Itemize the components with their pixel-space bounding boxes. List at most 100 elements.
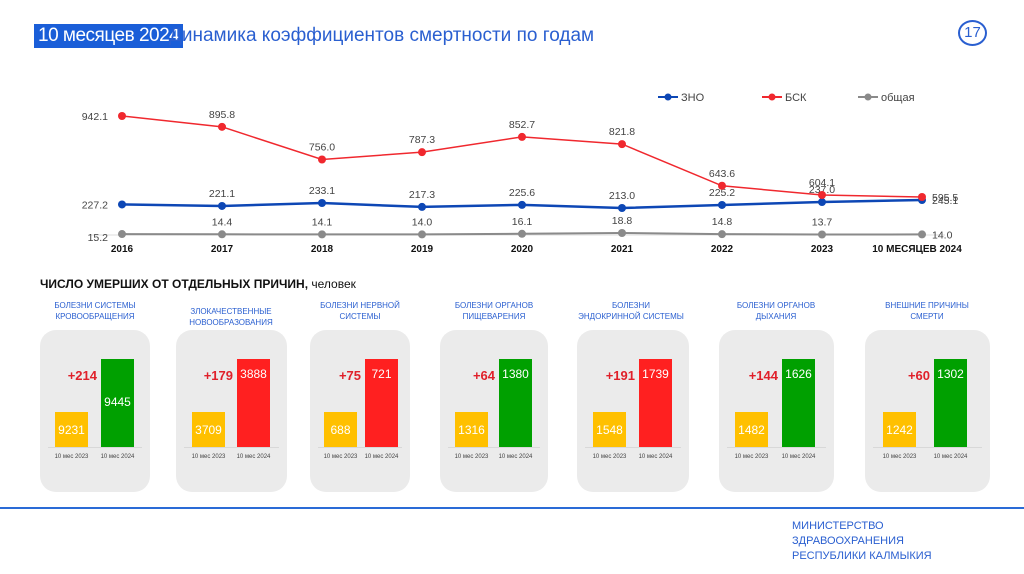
- data-label: 13.7: [812, 217, 833, 229]
- data-point: [218, 230, 226, 239]
- bar-xlabel: 10 мес 2023: [323, 454, 358, 460]
- delta-value: +64: [472, 368, 495, 383]
- ministry-line-1: МИНИСТЕРСТВО: [792, 520, 884, 532]
- bar-xlabel: 10 мес 2023: [454, 454, 489, 460]
- x-tick-label: 2021: [611, 244, 634, 255]
- category-label-line: НОВООБРАЗОВАНИЯ: [189, 318, 273, 327]
- data-label: 756.0: [309, 141, 335, 153]
- legend-label: ЗНО: [681, 92, 705, 104]
- data-label: 895.8: [209, 109, 235, 121]
- mortality-line-chart: ЗНО БСК общая 2016 2017 2018 2019 2020 2021 2022…: [82, 92, 962, 255]
- category-label: БОЛЕЗНИ СИСТЕМЫ КРОВООБРАЩЕНИЯ: [35, 300, 155, 322]
- ministry-line-3: РЕСПУБЛИКИ КАЛМЫКИЯ: [792, 550, 932, 562]
- bar-value: 9445: [104, 395, 131, 409]
- series-bsk: 942.1 895.8 756.0 787.3 852.7 821.8 643.6 604.1…: [82, 109, 959, 204]
- bar-xlabel: 10 мес 2024: [781, 454, 816, 460]
- category-label-line: КРОВООБРАЩЕНИЯ: [55, 312, 135, 321]
- bar-2023: 3709: [192, 412, 225, 447]
- legend-item: ЗНО: [658, 92, 705, 104]
- period-badge: 10 месяцев 2024: [34, 24, 184, 48]
- cause-card: 1242 1302 +60 10 мес 2023 10 мес 2024: [865, 330, 990, 492]
- bar-2024: 1302: [934, 359, 967, 447]
- bar-2024: 9445: [101, 359, 134, 447]
- cause-card: 1482 1626 +144 10 мес 2023 10 мес 2024: [719, 330, 834, 492]
- bar-value: 3709: [195, 423, 222, 437]
- bar-value: 9231: [58, 423, 85, 437]
- category-label-line: СМЕРТИ: [910, 312, 944, 321]
- data-label: 595.5: [932, 192, 958, 204]
- bar-2024: 3888: [237, 359, 270, 447]
- data-label: 14.0: [932, 229, 953, 241]
- chart-legend: ЗНО БСК общая: [658, 92, 915, 104]
- legend-swatch-dot: [664, 93, 672, 101]
- bar-xlabel: 10 мес 2024: [100, 454, 135, 460]
- category-label-line: ДЫХАНИЯ: [755, 312, 797, 321]
- bar-value: 1739: [642, 367, 669, 381]
- section-title-bold: ЧИСЛО УМЕРШИХ ОТ ОТДЕЛЬНЫХ ПРИЧИН,: [40, 277, 309, 291]
- x-tick-label: 2018: [311, 244, 334, 255]
- bar-baseline: [48, 447, 142, 448]
- x-tick-label: 2017: [211, 244, 234, 255]
- bar-2023: 1548: [593, 412, 626, 447]
- data-label: 852.7: [509, 119, 535, 131]
- bar-xlabel: 10 мес 2024: [364, 454, 399, 460]
- data-point: [818, 198, 826, 207]
- legend-swatch-dot: [768, 93, 776, 101]
- bar-baseline: [873, 447, 982, 448]
- data-point: [218, 201, 226, 210]
- x-tick-label: 10 МЕСЯЦЕВ 2024: [872, 244, 962, 255]
- cause-card: 9231 9445 +214 10 мес 2023 10 мес 2024: [40, 330, 150, 492]
- section-title: ЧИСЛО УМЕРШИХ ОТ ОТДЕЛЬНЫХ ПРИЧИН, челов…: [40, 277, 356, 291]
- x-tick-label: 2016: [111, 244, 134, 255]
- data-point: [218, 122, 226, 131]
- legend-label: БСК: [785, 92, 807, 104]
- category-label-line: БОЛЕЗНИ: [611, 301, 651, 310]
- data-label: 14.8: [712, 216, 733, 228]
- data-label: 942.1: [82, 111, 108, 123]
- data-point: [318, 155, 326, 164]
- page-title: Динамика коэффициентов смертности по год…: [169, 25, 595, 46]
- bar-value: 1482: [738, 423, 765, 437]
- delta-value: +179: [203, 368, 233, 383]
- data-point: [418, 230, 426, 239]
- legend-label: общая: [881, 92, 915, 104]
- bar-baseline: [585, 447, 681, 448]
- data-label: 14.1: [312, 216, 333, 228]
- bar-value: 1548: [596, 423, 623, 437]
- footer-divider: [0, 507, 1024, 509]
- data-point: [118, 112, 126, 120]
- series-zno: 227.2 221.1 233.1 217.3 225.6 213.0 225.2 237.0…: [82, 184, 958, 212]
- data-point: [118, 200, 126, 209]
- x-tick-label: 2019: [411, 244, 434, 255]
- bar-xlabel: 10 мес 2024: [498, 454, 533, 460]
- bar-xlabel: 10 мес 2024: [236, 454, 271, 460]
- bar-2023: 1482: [735, 412, 768, 447]
- bar-value: 1242: [886, 423, 913, 437]
- bar-baseline: [727, 447, 826, 448]
- x-tick-label: 2020: [511, 244, 534, 255]
- data-label: 213.0: [609, 190, 635, 202]
- data-point: [518, 229, 526, 238]
- delta-value: +191: [605, 368, 635, 383]
- ministry-name: МИНИСТЕРСТВО ЗДРАВООХРАНЕНИЯ РЕСПУБЛИКИ …: [792, 519, 932, 564]
- data-point: [718, 200, 726, 209]
- bar-value: 1380: [502, 367, 529, 381]
- data-label: 225.6: [509, 187, 535, 199]
- category-label-line: ЭНДОКРИННОЙ СИСТЕМЫ: [578, 312, 684, 321]
- legend-swatch-dot: [864, 93, 872, 101]
- data-point: [818, 190, 826, 199]
- data-point: [818, 230, 826, 239]
- x-tick-label: 2023: [811, 244, 834, 255]
- legend-item: общая: [858, 92, 915, 104]
- data-point: [618, 204, 626, 212]
- data-point: [618, 229, 626, 237]
- bar-2024: 1380: [499, 359, 532, 447]
- category-label: БОЛЕЗНИ НЕРВНОЙ СИСТЕМЫ: [300, 300, 420, 322]
- bar-baseline: [184, 447, 279, 448]
- bar-value: 1316: [458, 423, 485, 437]
- category-label: БОЛЕЗНИ ОРГАНОВ ДЫХАНИЯ: [716, 300, 836, 322]
- category-label-line: БОЛЕЗНИ СИСТЕМЫ: [54, 301, 136, 310]
- data-label: 643.6: [709, 168, 735, 180]
- data-label: 237.0: [809, 184, 835, 196]
- data-label: 217.3: [409, 189, 435, 201]
